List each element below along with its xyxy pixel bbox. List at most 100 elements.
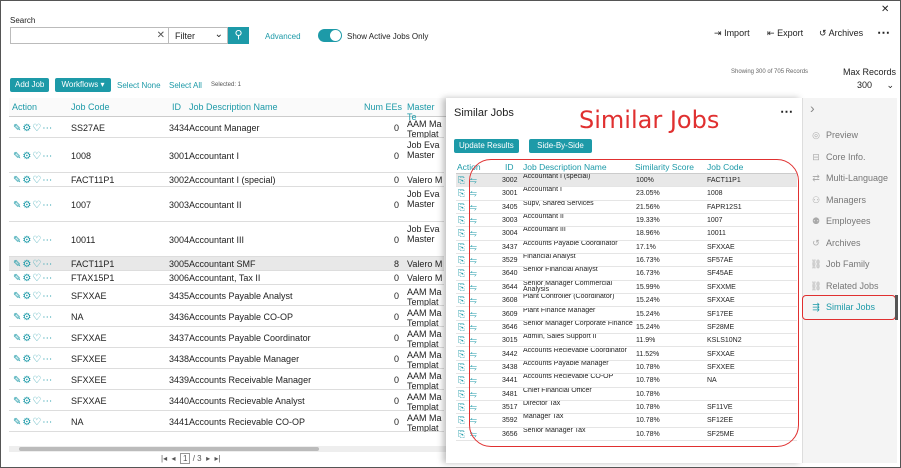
row-action-icons[interactable]: ⎘ ⇋ [458, 281, 478, 292]
col-name[interactable]: Job Description Name [189, 102, 278, 112]
sidebar-item-preview[interactable]: ◎ Preview [809, 130, 858, 141]
row-action-icons[interactable]: ✎⚙♡⋯ [13, 175, 54, 186]
sidebar-item-job-family[interactable]: ⛓ Job Family [809, 259, 869, 270]
similar-row[interactable]: ⎘ ⇋ 3481 Chief Financial Officer 10.78% [456, 388, 797, 401]
row-action-icons[interactable]: ✎⚙♡⋯ [13, 259, 54, 270]
table-row[interactable]: ✎⚙♡⋯ FTAX15P1 3006 Accountant, Tax II 0 Valer… [9, 271, 444, 285]
similar-row[interactable]: ⎘ ⇋ 3002 Accountant I (special) 100% FACT11P… [456, 174, 797, 188]
row-action-icons[interactable]: ⎘ ⇋ [458, 175, 478, 185]
table-row[interactable]: ✎⚙♡⋯ SFXXAE 3437 Accounts Payable Coordinat… [9, 327, 444, 348]
row-action-icons[interactable]: ✎⚙♡⋯ [13, 374, 54, 386]
row-action-icons[interactable]: ⎘ ⇋ [458, 321, 478, 332]
first-page-icon[interactable]: |◂ [161, 454, 168, 463]
chevron-right-icon[interactable]: › [810, 100, 815, 116]
row-action-icons[interactable]: ✎⚙♡⋯ [13, 273, 54, 284]
table-row[interactable]: ✎⚙♡⋯ SFXXEE 3439 Accounts Receivable Manage… [9, 369, 444, 390]
row-action-icons[interactable]: ⎘ ⇋ [458, 268, 478, 279]
select-all-link[interactable]: Select All [169, 81, 202, 90]
row-action-icons[interactable]: ✎⚙♡⋯ [13, 150, 54, 162]
last-page-icon[interactable]: ▸| [214, 454, 221, 463]
row-action-icons[interactable]: ⎘ ⇋ [458, 215, 478, 226]
row-action-icons[interactable]: ✎⚙♡⋯ [13, 290, 54, 302]
table-row[interactable]: ✎⚙♡⋯ NA 3436 Accounts Payable CO-OP 0 AAM Ma … [9, 306, 444, 327]
row-action-icons[interactable]: ✎⚙♡⋯ [13, 353, 54, 365]
col-job-code[interactable]: Job Code [707, 162, 744, 172]
row-action-icons[interactable]: ✎⚙♡⋯ [13, 234, 54, 246]
sidebar-item-managers[interactable]: ⚇ Managers [809, 195, 866, 206]
table-row[interactable]: ✎⚙♡⋯ 1007 3003 Accountant II 0 Job Eva Master [9, 187, 444, 222]
export-button[interactable]: ⇤ Export [767, 28, 803, 39]
row-action-icons[interactable]: ⎘ ⇋ [458, 241, 478, 252]
similar-row[interactable]: ⎘ ⇋ 3656 Senior Manager Tax 10.78% SF25ME [456, 428, 797, 441]
row-action-icons[interactable]: ⎘ ⇋ [458, 335, 478, 346]
similar-row[interactable]: ⎘ ⇋ 3003 Accountant II 19.33% 1007 [456, 214, 797, 228]
col-name[interactable]: Job Description Name [523, 162, 607, 172]
similar-row[interactable]: ⎘ ⇋ 3015 Admin, Sales Support II 11.9% KSLS1… [456, 334, 797, 348]
table-row[interactable]: ✎⚙♡⋯ SFXXAE 3440 Accounts Recievable Analys… [9, 390, 444, 411]
similar-row[interactable]: ⎘ ⇋ 3646 Senior Manager Corporate Finance 1… [456, 321, 797, 335]
col-master[interactable]: Master Te [407, 102, 435, 122]
similar-row[interactable]: ⎘ ⇋ 3608 Plant Controller (Coordinator) 15.… [456, 294, 797, 308]
archives-button[interactable]: ↺ Archives [819, 28, 863, 39]
table-row[interactable]: ✎⚙♡⋯ 10011 3004 Accountant III 0 Job Eva Mast… [9, 222, 444, 257]
similar-row[interactable]: ⎘ ⇋ 3004 Accountant III 18.96% 10011 [456, 227, 797, 241]
row-action-icons[interactable]: ✎⚙♡⋯ [13, 199, 54, 211]
search-input[interactable]: ✕ [10, 27, 168, 44]
row-action-icons[interactable]: ✎⚙♡⋯ [13, 122, 54, 134]
select-none-link[interactable]: Select None [117, 81, 161, 90]
similar-row[interactable]: ⎘ ⇋ 3441 Accounts Recievable CO-OP 10.78% NA [456, 374, 797, 388]
filter-select[interactable]: Filter ⌄ [168, 27, 228, 44]
similar-row[interactable]: ⎘ ⇋ 3438 Accounts Payable Manager 10.78% SFX… [456, 361, 797, 375]
advanced-link[interactable]: Advanced [265, 32, 301, 41]
table-row[interactable]: ✎⚙♡⋯ SFXXAE 3435 Accounts Payable Analyst 0 A… [9, 285, 444, 306]
similar-row[interactable]: ⎘ ⇋ 3592 Manager Tax 10.78% SF12EE [456, 414, 797, 428]
similar-row[interactable]: ⎘ ⇋ 3609 Plant Finance Manager 15.24% SF17EE [456, 308, 797, 321]
import-button[interactable]: ⇥ Import [714, 28, 750, 39]
sidebar-item-employees[interactable]: ⚉ Employees [809, 216, 871, 227]
sidebar-item-archives[interactable]: ↺ Archives [809, 238, 860, 249]
prev-page-icon[interactable]: ◂ [171, 454, 176, 463]
row-action-icons[interactable]: ⎘ ⇋ [458, 415, 478, 426]
page-input[interactable]: 1 [180, 453, 191, 464]
row-action-icons[interactable]: ⎘ ⇋ [458, 255, 478, 266]
col-id[interactable]: ID [505, 162, 514, 172]
row-action-icons[interactable]: ⎘ ⇋ [458, 361, 478, 372]
row-action-icons[interactable]: ⎘ ⇋ [458, 348, 478, 359]
table-row[interactable]: ✎⚙♡⋯ NA 3441 Accounts Recievable CO-OP 0 AAM … [9, 411, 444, 432]
col-job-code[interactable]: Job Code [71, 102, 110, 112]
row-action-icons[interactable]: ✎⚙♡⋯ [13, 395, 54, 407]
table-row[interactable]: ✎⚙♡⋯ SS27AE 3434 Account Manager 0 AAM Ma Tem… [9, 117, 444, 138]
table-row[interactable]: ✎⚙♡⋯ 1008 3001 Accountant I 0 Job Eva Master [9, 138, 444, 173]
row-action-icons[interactable]: ⎘ ⇋ [458, 375, 478, 386]
side-by-side-button[interactable]: Side-By-Side [529, 139, 592, 153]
table-row[interactable]: ✎⚙♡⋯ SFXXEE 3438 Accounts Payable Manager 0 A… [9, 348, 444, 369]
more-menu-icon[interactable]: ⋯ [877, 25, 890, 40]
row-action-icons[interactable]: ⎘ ⇋ [458, 228, 478, 239]
similar-row[interactable]: ⎘ ⇋ 3442 Accounts Recievable Coordinator 11… [456, 348, 797, 361]
max-records-select[interactable]: 300 ⌄ [857, 80, 894, 91]
row-action-icons[interactable]: ⎘ ⇋ [458, 388, 478, 399]
next-page-icon[interactable]: ▸ [206, 454, 211, 463]
clear-icon[interactable]: ✕ [156, 30, 165, 41]
workflows-button[interactable]: Workflows ▾ [55, 78, 111, 92]
similar-row[interactable]: ⎘ ⇋ 3517 Director Tax 10.78% SF11VE [456, 401, 797, 415]
update-results-button[interactable]: Update Results [454, 139, 519, 153]
table-row[interactable]: ✎⚙♡⋯ FACT11P1 3002 Accountant I (special) 0 V… [9, 173, 444, 187]
similar-row[interactable]: ⎘ ⇋ 3644 Senior Manager Commercial Analysi… [456, 281, 797, 295]
row-action-icons[interactable]: ⎘ ⇋ [458, 201, 478, 212]
sidebar-item-related-jobs[interactable]: ⛓ Related Jobs [809, 281, 878, 292]
row-action-icons[interactable]: ⎘ ⇋ [458, 188, 478, 199]
row-action-icons[interactable]: ⎘ ⇋ [458, 428, 478, 439]
col-id[interactable]: ID [172, 102, 181, 112]
sidebar-item-multi-language[interactable]: ⇄ Multi-Language [809, 173, 888, 184]
similar-row[interactable]: ⎘ ⇋ 3405 Supv, Shared Services 21.56% FAPR12… [456, 201, 797, 214]
panel-more-icon[interactable]: ⋯ [780, 104, 793, 119]
row-action-icons[interactable]: ⎘ ⇋ [458, 295, 478, 306]
similar-row[interactable]: ⎘ ⇋ 3529 Financial Analyst 16.73% SF57AE [456, 254, 797, 268]
col-num-ees[interactable]: Num EEs [364, 102, 403, 112]
row-action-icons[interactable]: ✎⚙♡⋯ [13, 416, 54, 428]
similar-row[interactable]: ⎘ ⇋ 3437 Accounts Payable Coordinator 17.1%… [456, 241, 797, 255]
row-action-icons[interactable]: ✎⚙♡⋯ [13, 332, 54, 344]
row-action-icons[interactable]: ✎⚙♡⋯ [13, 311, 54, 323]
active-jobs-toggle[interactable] [318, 29, 342, 42]
